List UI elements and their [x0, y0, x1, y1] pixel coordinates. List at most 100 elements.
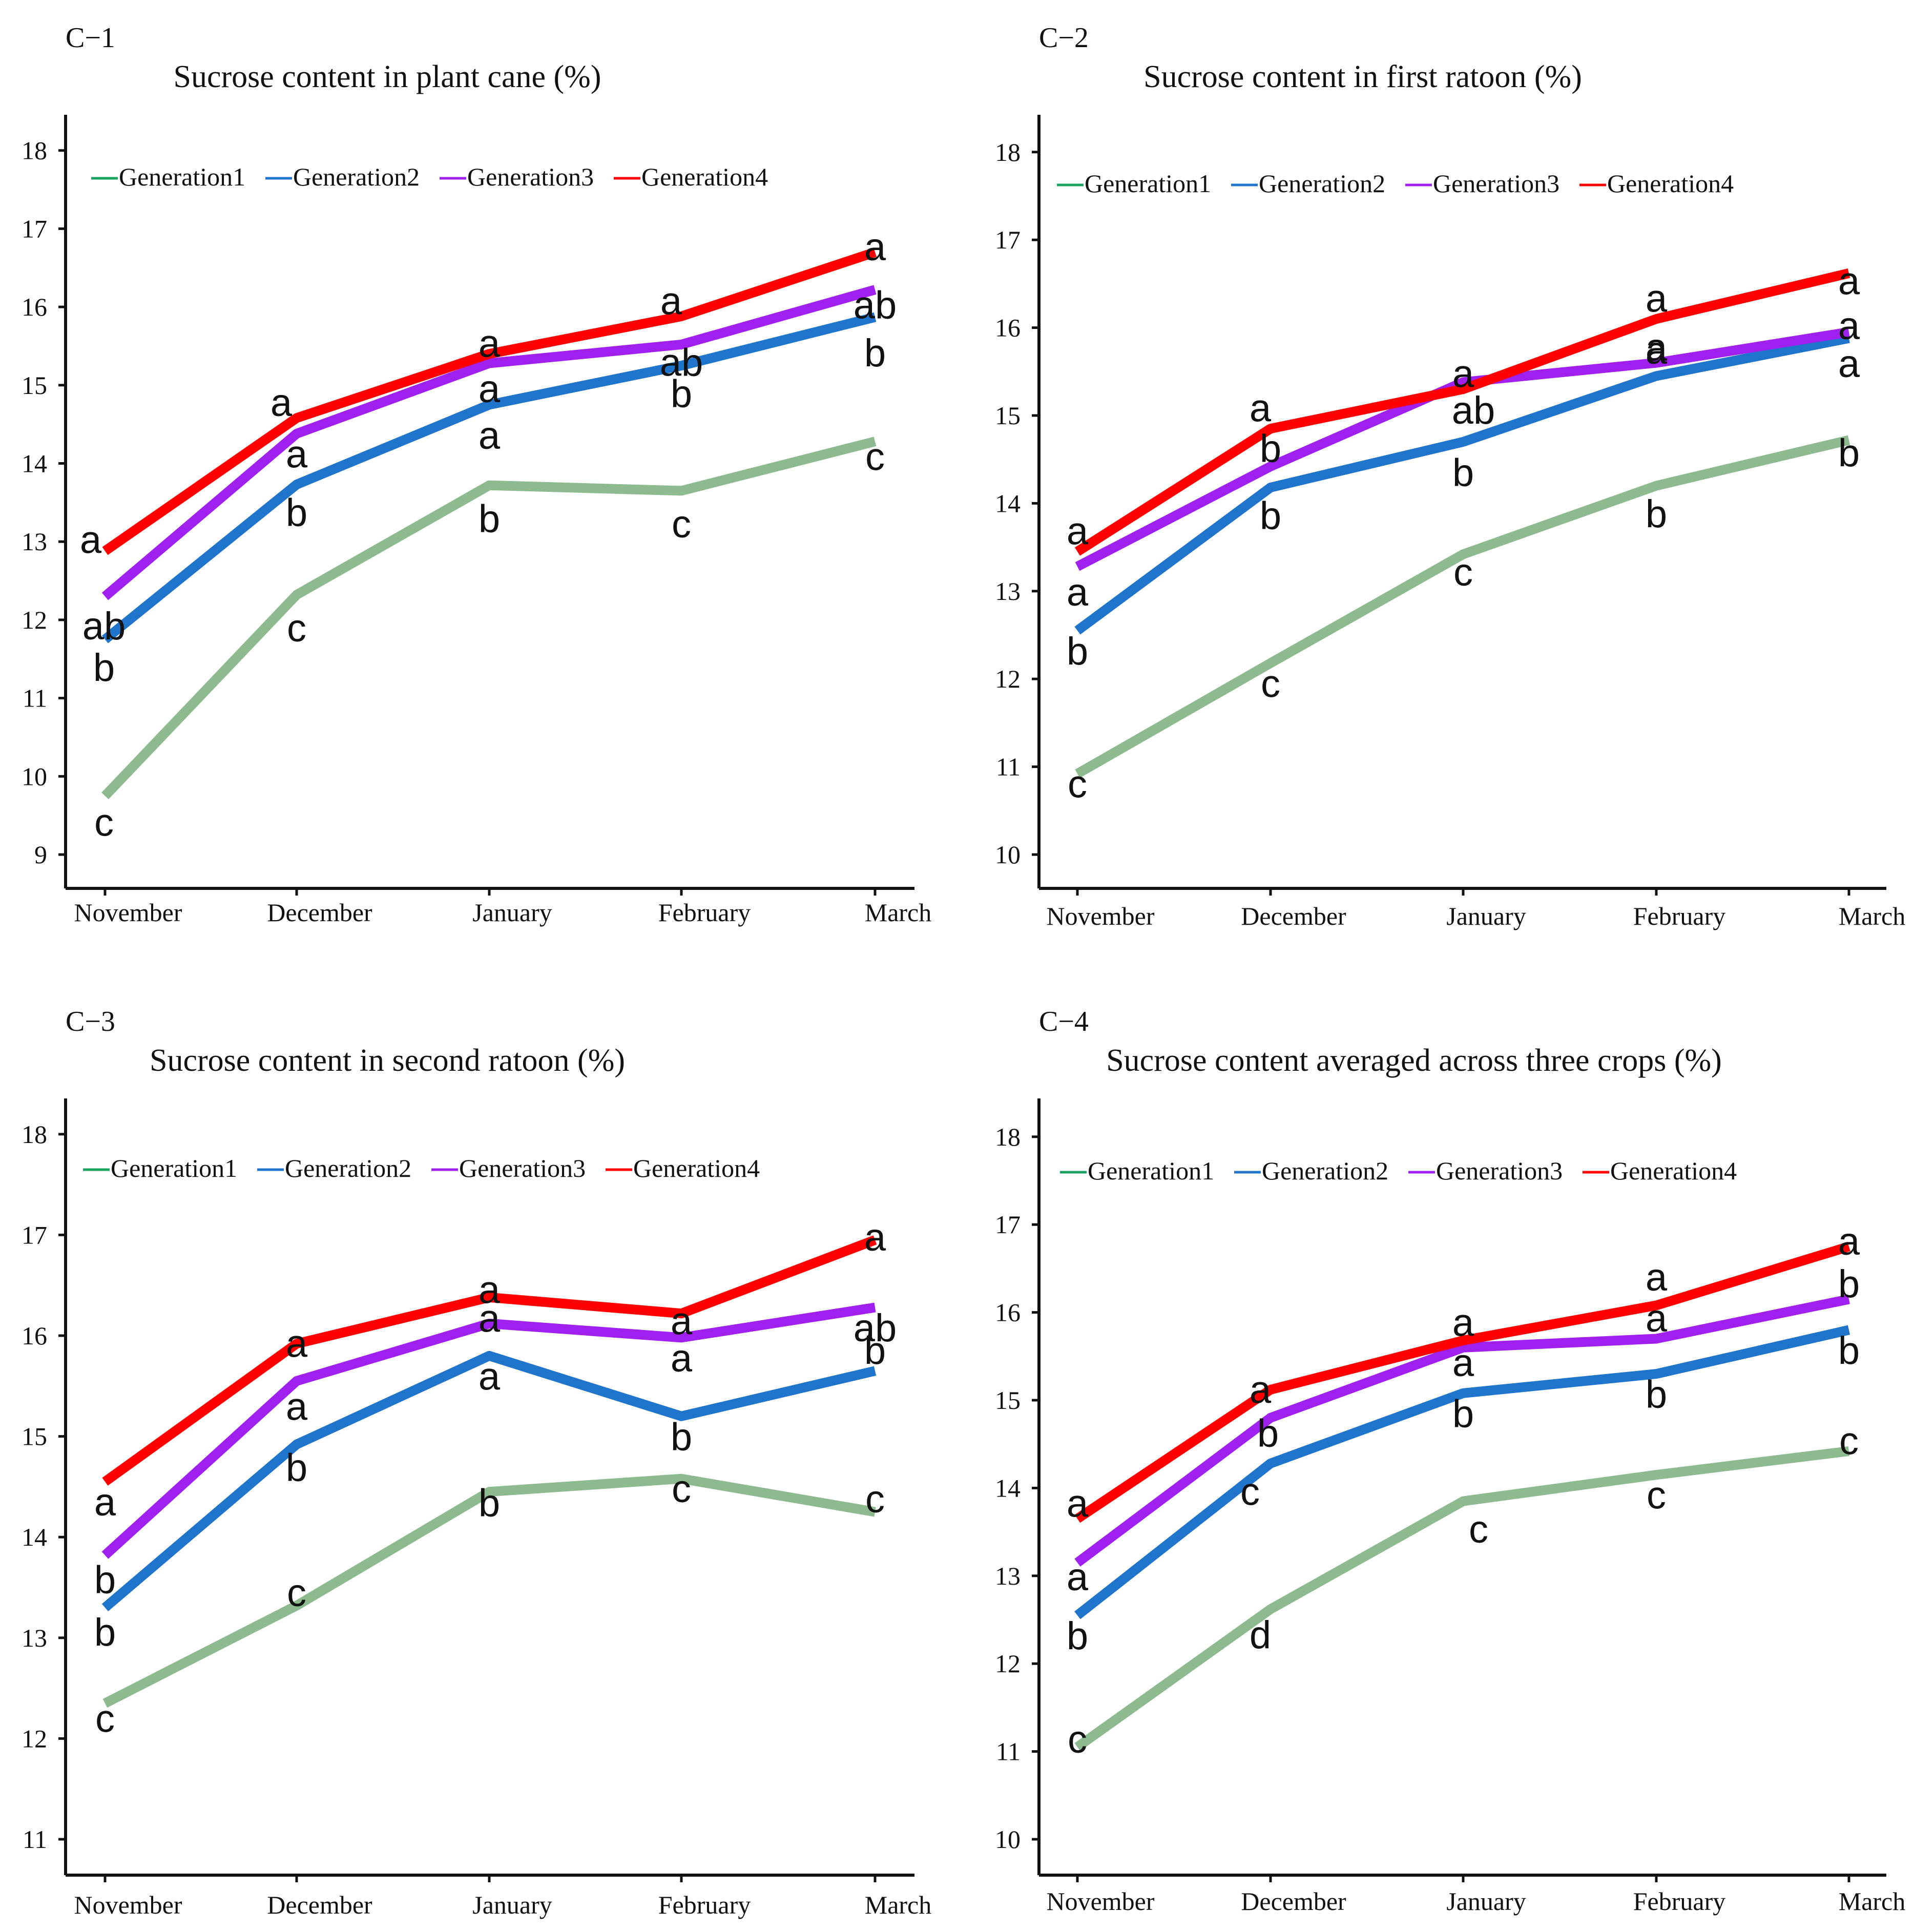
y-tick-label: 13 [22, 527, 47, 556]
legend-label-generation4: Generation4 [641, 162, 768, 191]
x-tick-label: November [74, 898, 182, 927]
x-tick-label: March [865, 1891, 932, 1919]
significance-letter-generation4: a [660, 279, 682, 323]
significance-letter-generation1: d [1250, 1613, 1271, 1657]
significance-letter-generation4: a [1067, 1482, 1089, 1525]
significance-letter-generation4: a [1646, 277, 1668, 320]
series-line-generation3 [1074, 1294, 1850, 1567]
significance-letter-generation4: a [1838, 259, 1860, 303]
legend-label-generation4: Generation4 [1610, 1156, 1737, 1185]
significance-letter-generation1: c [287, 607, 306, 650]
significance-letter-generation3: ab [854, 284, 897, 327]
chart-panel-1: C−1 Sucrose content in plant cane (%) 9 10 1… [22, 22, 931, 927]
series-line-generation3 [1075, 327, 1850, 571]
series-line-generation4 [1074, 268, 1850, 556]
significance-letter-generation4: a [1250, 1368, 1272, 1411]
x-tick-label: December [1241, 1887, 1346, 1916]
y-tick-label: 13 [995, 577, 1021, 606]
legend-label-generation1: Generation1 [1085, 169, 1211, 198]
x-tick-label: January [472, 898, 552, 927]
y-tick-label: 10 [995, 840, 1021, 869]
significance-letter-generation2: a [1838, 342, 1860, 386]
y-tick-label: 9 [34, 840, 47, 869]
significance-letter-generation3: ab [854, 1306, 897, 1350]
y-tick-label: 17 [22, 1220, 47, 1249]
legend-label-generation3: Generation3 [1436, 1156, 1563, 1185]
y-tick-label: 14 [995, 489, 1021, 517]
y-tick-label: 14 [22, 449, 47, 478]
y-tick-label: 15 [995, 1386, 1021, 1415]
significance-letter-generation1: b [1646, 492, 1667, 536]
significance-letter-generation3: a [286, 432, 308, 476]
significance-letter-generation2: b [1260, 494, 1281, 538]
significance-letter-generation1: c [1469, 1508, 1488, 1551]
x-tick-label: December [267, 1891, 372, 1919]
significance-letter-generation4: a [1646, 1256, 1668, 1299]
significance-letter-generation2: a [1646, 329, 1668, 372]
significance-letter-generation4: a [1067, 510, 1089, 553]
significance-letter-generation1: c [1453, 551, 1473, 594]
y-tick-label: 18 [22, 1120, 47, 1149]
x-tick-label: March [865, 898, 932, 927]
significance-letter-generation4: a [94, 1481, 116, 1524]
significance-letter-generation3: a [478, 367, 501, 411]
significance-letter-generation3: a [1838, 304, 1860, 348]
y-tick-label: 16 [995, 314, 1021, 342]
x-tick-label: February [1633, 1887, 1726, 1916]
y-tick-label: 18 [995, 138, 1021, 167]
significance-letter-generation3: b [1257, 1411, 1279, 1455]
y-tick-label: 16 [22, 293, 47, 321]
y-tick-label: 15 [22, 1422, 47, 1451]
x-tick-label: March [1839, 902, 1906, 930]
significance-letter-generation3: a [1452, 1341, 1474, 1385]
significance-letter-generation3: a [1646, 326, 1668, 369]
significance-letter-generation2: b [94, 1611, 116, 1654]
significance-letter-generation2: b [1452, 1392, 1474, 1436]
significance-letter-generation2: b [1838, 1329, 1860, 1373]
significance-letter-generation1: b [1838, 431, 1860, 475]
x-tick-label: January [472, 1891, 552, 1919]
panel-id: C−2 [1039, 22, 1089, 54]
significance-letter-generation3: a [478, 1297, 501, 1340]
y-tick-label: 13 [22, 1624, 47, 1652]
x-tick-label: November [1046, 902, 1154, 930]
significance-letter-generation3: b [1838, 1262, 1860, 1306]
panel-id: C−1 [66, 22, 115, 54]
significance-letter-generation1: c [1261, 662, 1280, 705]
significance-letter-generation1: c [94, 801, 114, 844]
significance-letter-generation1: c [865, 1478, 885, 1521]
significance-letter-generation4: a [1452, 352, 1474, 396]
significance-letter-generation1: c [95, 1697, 115, 1741]
significance-letter-generation3: b [1260, 427, 1281, 470]
series-line-generation1 [101, 437, 877, 800]
significance-letter-generation2: b [93, 646, 115, 690]
series-line-generation3 [101, 285, 877, 600]
chart-panel-4: C−4 Sucrose content averaged across three… [995, 1006, 1905, 1916]
y-tick-label: 16 [995, 1298, 1021, 1327]
significance-letter-generation2: a [478, 414, 501, 458]
series-line-generation1 [102, 1473, 876, 1708]
significance-letter-generation1: c [1068, 1718, 1087, 1761]
x-tick-label: January [1446, 1887, 1526, 1916]
x-tick-label: January [1446, 902, 1526, 930]
x-tick-label: February [658, 1891, 751, 1919]
significance-letter-generation1: c [1647, 1474, 1666, 1518]
legend-label-generation3: Generation3 [459, 1154, 586, 1182]
significance-letter-generation2: b [1067, 630, 1088, 673]
significance-letter-generation4: a [864, 1216, 886, 1259]
significance-letter-generation3: ab [660, 341, 703, 384]
significance-letter-generation4: a [271, 381, 293, 425]
panel-title: Sucrose content averaged across three cr… [1106, 1043, 1722, 1078]
significance-letter-generation2: b [864, 1329, 886, 1373]
y-tick-label: 11 [996, 1737, 1021, 1766]
x-tick-label: December [267, 898, 372, 927]
x-tick-label: March [1839, 1887, 1906, 1916]
y-tick-label: 17 [22, 214, 47, 243]
y-tick-label: 10 [22, 762, 47, 791]
significance-letter-generation4: a [1250, 387, 1272, 430]
legend-label-generation1: Generation1 [111, 1154, 237, 1182]
significance-letter-generation3: a [1646, 1297, 1668, 1340]
y-tick-label: 14 [22, 1523, 47, 1551]
x-tick-label: November [74, 1891, 182, 1919]
significance-letter-generation2: b [864, 331, 886, 375]
